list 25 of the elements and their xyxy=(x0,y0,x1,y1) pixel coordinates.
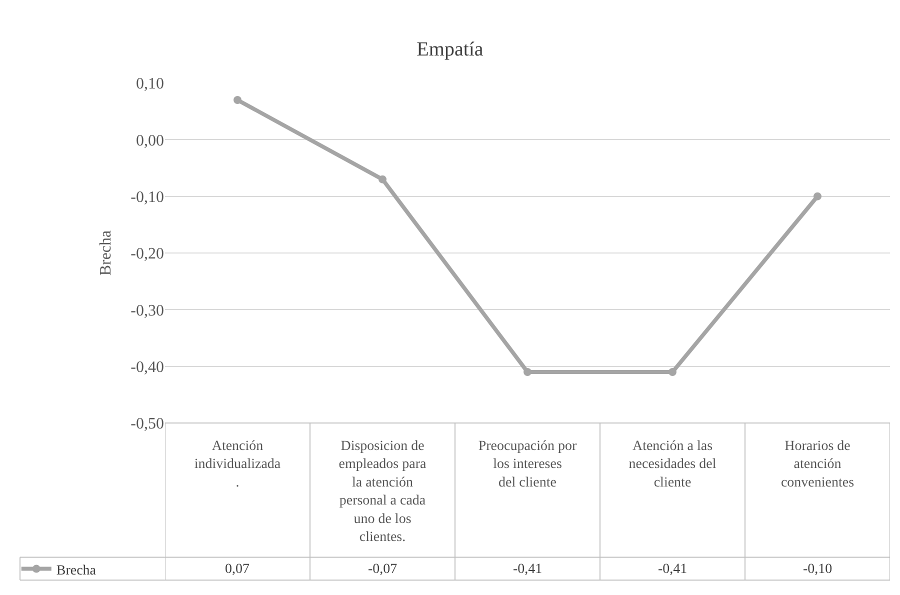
point xyxy=(814,192,822,200)
point xyxy=(668,368,676,376)
x-tick-label: Atención a las necesidades del cliente xyxy=(628,439,716,490)
legend-label: Brecha xyxy=(56,563,97,578)
y-tick-label: -0,50 xyxy=(130,416,164,433)
x-tick-label: Horarios de atención convenientes xyxy=(780,439,854,490)
y-axis-title: Brecha xyxy=(98,230,115,276)
data-label: -0,07 xyxy=(368,562,398,577)
y-tick-label: -0,10 xyxy=(130,188,164,206)
y-tick-label: -0,20 xyxy=(130,246,164,263)
y-tick-label: -0,40 xyxy=(130,358,164,376)
point xyxy=(524,368,532,376)
y-tick-label: 0,10 xyxy=(136,76,164,93)
data-label: -0,41 xyxy=(658,562,688,577)
point xyxy=(378,175,386,184)
data-label: -0,41 xyxy=(513,562,542,577)
y-tick-label: 0,00 xyxy=(136,132,164,150)
x-tick-label: Preocupación por los intereses del cliente xyxy=(478,439,578,490)
data-label: 0,07 xyxy=(225,562,250,577)
data-label: -0,10 xyxy=(803,562,832,577)
x-tick-label: Atención individualizada . xyxy=(194,439,282,490)
chart-title: Empatía xyxy=(416,38,484,61)
point xyxy=(234,96,242,104)
x-tick-label: Disposicion de empleados para la atención personal a cada uno de los clientes. xyxy=(338,439,428,545)
y-tick-label: -0,30 xyxy=(130,302,164,320)
